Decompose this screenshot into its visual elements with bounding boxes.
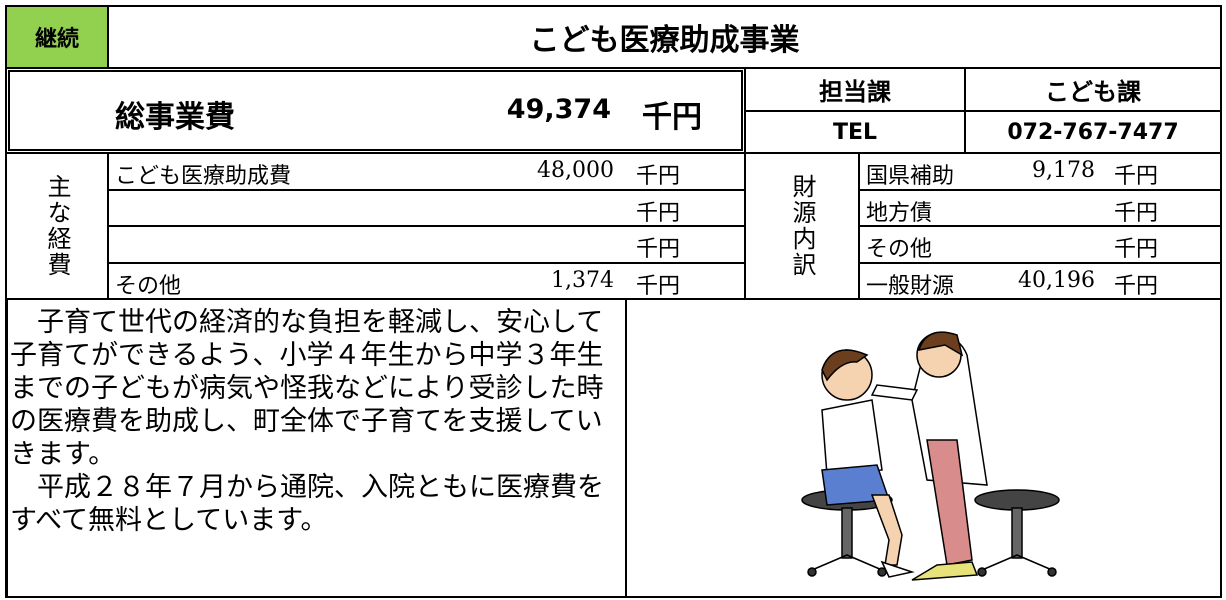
row: その他 千円 [858,225,1222,264]
row: その他 1,374 千円 [107,261,746,300]
tel-label: TEL [744,110,966,154]
item-unit: 千円 [636,200,681,226]
expenses-label-cell: 主な経費 [5,152,109,300]
tel: 072-767-7477 [964,110,1222,154]
item-unit: 千円 [636,273,681,299]
item-unit: 千円 [1114,273,1159,299]
total-amount: 49,374 [506,94,611,125]
item-unit: 千円 [1114,237,1159,262]
item-amount: 1,374 [551,267,614,293]
item-unit: 千円 [636,237,681,262]
paragraph: 平成２８年７月から通院、入院ともに医療費をすべて無料としています。 [10,472,604,536]
item-name: 国県補助 [866,164,955,189]
expenses-label: 主な経費 [43,174,71,278]
row: こども医療助成費 48,000 千円 [107,152,746,191]
funding-label-cell: 財源内訳 [744,152,860,300]
item-name: 一般財源 [866,273,955,299]
item-amount: 48,000 [537,158,614,183]
paragraph: 子育て世代の経済的な負担を軽減し、安心して子育てができるよう、小学４年生から中学… [10,307,604,470]
title: こども医療助成事業 [107,5,1222,69]
department-name: こども課 [964,67,1222,112]
item-amount: 40,196 [1018,267,1095,293]
description: 子育て世代の経済的な負担を軽減し、安心して子育てができるよう、小学４年生から中学… [5,298,627,598]
total-box: 総事業費 49,374 千円 [5,67,746,154]
item-name: 地方債 [866,200,933,226]
row: 地方債 千円 [858,188,1222,227]
total-unit: 千円 [642,100,702,135]
row: 一般財源 40,196 千円 [858,261,1222,300]
item-unit: 千円 [1114,164,1159,189]
item-unit: 千円 [636,164,681,189]
total-label: 総事業費 [115,100,235,135]
item-amount: 9,178 [1032,158,1095,183]
item-name: その他 [115,273,182,299]
status: 継続 [5,5,109,69]
illustration [801,331,1060,581]
funding-label: 財源内訳 [788,174,816,278]
item-unit: 千円 [1114,200,1159,226]
row: 千円 [107,188,746,227]
item-name: こども医療助成費 [115,164,292,189]
department-label: 担当課 [744,67,966,112]
row: 国県補助 9,178 千円 [858,152,1222,191]
item-name: その他 [866,237,933,262]
row: 千円 [107,225,746,264]
illustration-cell [625,298,1222,598]
